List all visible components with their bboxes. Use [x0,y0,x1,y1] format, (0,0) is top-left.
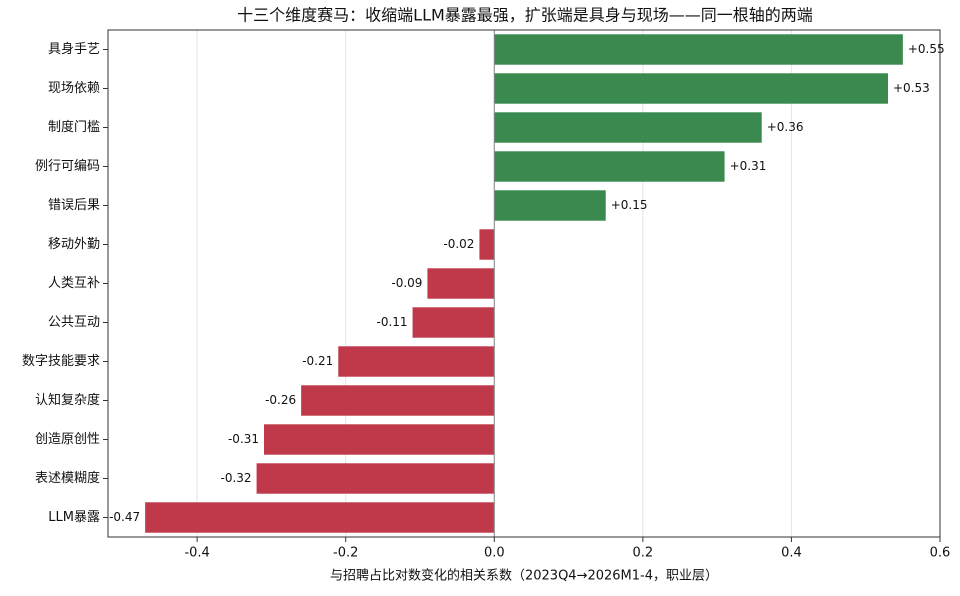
bar [301,385,495,416]
value-label: -0.11 [377,315,408,329]
bar [338,346,495,377]
x-axis-label: 与招聘占比对数变化的相关系数（2023Q4→2026M1-4，职业层） [330,568,718,584]
x-tick-label: -0.2 [333,546,358,561]
y-tick-label: 创造原创性 [35,432,100,447]
y-tick-label: 制度门槛 [48,119,100,135]
x-tick-label: 0.4 [781,546,802,561]
value-label: -0.31 [228,432,259,446]
bar [494,73,888,104]
y-tick-label: 公共互动 [48,315,100,330]
value-label: -0.02 [443,237,474,251]
value-label: +0.31 [730,159,767,173]
y-tick-label: 现场依赖 [48,81,100,96]
value-label: +0.15 [611,198,648,212]
value-label: -0.21 [302,354,333,368]
bar [494,190,606,221]
value-label: -0.09 [391,276,422,290]
bar [479,229,495,260]
y-tick-label: 人类互补 [48,276,100,291]
value-label: -0.26 [265,393,296,407]
y-tick-label: 具身手艺 [48,41,100,57]
x-tick-label: 0.2 [633,546,654,561]
value-label: -0.32 [221,471,252,485]
value-label: +0.55 [908,42,945,56]
chart-title: 十三个维度赛马：收缩端LLM暴露最强，扩张端是具身与现场——同一根轴的两端 [237,6,813,25]
bar [427,268,495,299]
bar [145,502,495,533]
value-label: +0.53 [893,81,930,95]
bar [494,151,725,182]
y-tick-label: 数字技能要求 [22,354,100,369]
x-tick-label: 0.6 [930,546,951,561]
y-tick-label: 错误后果 [48,198,100,213]
bar [494,34,903,65]
y-tick-label: 认知复杂度 [35,392,100,408]
plot-frame [107,29,941,538]
y-tick-label: LLM暴露 [48,510,100,525]
x-tick-label: -0.4 [184,546,209,561]
value-label: -0.47 [109,510,140,524]
x-tick-label: 0.0 [484,546,505,561]
bar [412,307,495,338]
bar [256,463,495,494]
y-tick-label: 移动外勤 [48,237,100,252]
y-tick-label: 表述模糊度 [35,470,100,486]
bar [494,112,762,143]
value-label: +0.36 [767,120,804,134]
bar [264,424,495,455]
y-tick-label: 例行可编码 [35,159,100,174]
